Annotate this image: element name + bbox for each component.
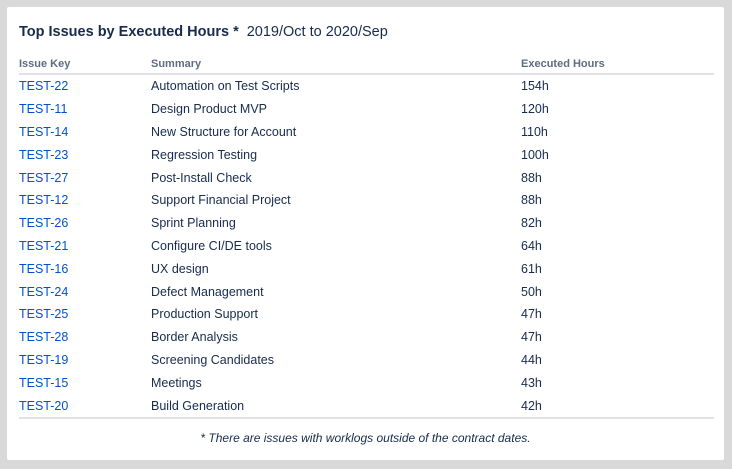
- issue-key-cell: TEST-15: [19, 371, 151, 394]
- issue-key-cell: TEST-12: [19, 189, 151, 212]
- issue-key-link[interactable]: TEST-19: [19, 352, 69, 367]
- executed-hours-cell: 43h: [521, 375, 542, 390]
- summary-cell: Build Generation: [151, 394, 521, 419]
- issue-key-cell: TEST-14: [19, 121, 151, 144]
- summary-cell: Post-Install Check: [151, 170, 252, 185]
- issue-key-link[interactable]: TEST-14: [19, 124, 69, 139]
- summary-cell: Production Support: [151, 307, 259, 322]
- report-title: Top Issues by Executed Hours *: [19, 24, 239, 40]
- summary-cell: Sprint Planning: [151, 216, 236, 231]
- table-row: TEST-28 Border Analysis 47h: [19, 326, 714, 349]
- issue-key-cell: TEST-26: [19, 212, 151, 235]
- issue-key-link[interactable]: TEST-28: [19, 330, 69, 345]
- issue-key-cell: TEST-25: [19, 303, 151, 326]
- issue-key-cell: TEST-20: [19, 394, 151, 419]
- issue-key-link[interactable]: TEST-24: [19, 284, 69, 299]
- issue-key-link[interactable]: TEST-15: [19, 375, 69, 390]
- summary-cell: New Structure for Account: [151, 124, 297, 139]
- issue-key-cell: TEST-16: [19, 257, 151, 280]
- issue-key-link[interactable]: TEST-26: [19, 216, 69, 231]
- summary-cell: Design Product MVP: [151, 102, 268, 117]
- table-row: TEST-26 Sprint Planning 82h: [19, 212, 714, 235]
- table-row: TEST-23 Regression Testing 100h: [19, 143, 714, 166]
- table-header-row: Issue Key Summary Executed Hours: [19, 54, 714, 75]
- executed-hours-cell: 64h: [521, 238, 542, 253]
- issue-key-cell: TEST-28: [19, 326, 151, 349]
- summary-cell: Regression Testing: [151, 147, 258, 162]
- executed-hours-cell: 61h: [521, 261, 542, 276]
- table-row: TEST-21 Configure CI/DE tools 64h: [19, 235, 714, 258]
- table-row: TEST-25 Production Support 47h: [19, 303, 714, 326]
- table-row: TEST-12 Support Financial Project 88h: [19, 189, 714, 212]
- report-title-bar: Top Issues by Executed Hours * 2019/Oct t…: [19, 24, 388, 40]
- executed-hours-cell: 88h: [521, 170, 542, 185]
- issue-key-cell: TEST-21: [19, 235, 151, 258]
- table-row: TEST-20 Build Generation 42h: [19, 394, 714, 419]
- issue-key-cell: TEST-19: [19, 349, 151, 372]
- issue-key-link[interactable]: TEST-11: [19, 102, 68, 117]
- table-row: TEST-11 Design Product MVP 120h: [19, 98, 714, 121]
- summary-cell: Configure CI/DE tools: [151, 238, 272, 253]
- column-header-issue-key[interactable]: Issue Key: [19, 54, 151, 75]
- issue-key-link[interactable]: TEST-21: [19, 238, 69, 253]
- issue-key-link[interactable]: TEST-12: [19, 193, 69, 208]
- table-body: TEST-22 Automation on Test Scripts 154h TES…: [19, 74, 714, 419]
- top-issues-table: Issue Key Summary Executed Hours TEST-22…: [19, 54, 714, 419]
- issue-key-cell: TEST-24: [19, 280, 151, 303]
- footnote: * There are issues with worklogs outside…: [200, 431, 531, 445]
- column-header-executed-hours[interactable]: Executed Hours: [521, 54, 714, 75]
- summary-cell: Screening Candidates: [151, 352, 274, 367]
- column-header-summary[interactable]: Summary: [151, 54, 521, 75]
- issue-key-link[interactable]: TEST-20: [19, 398, 69, 413]
- issue-key-link[interactable]: TEST-27: [19, 170, 69, 185]
- issue-key-link[interactable]: TEST-23: [19, 147, 69, 162]
- summary-cell: Defect Management: [151, 284, 264, 299]
- table-row: TEST-19 Screening Candidates 44h: [19, 349, 714, 372]
- executed-hours-cell: 50h: [521, 284, 542, 299]
- issue-key-link[interactable]: TEST-16: [19, 261, 69, 276]
- issue-key-cell: TEST-11: [19, 98, 151, 121]
- executed-hours-cell: 47h: [521, 330, 542, 345]
- report-period: 2019/Oct to 2020/Sep: [246, 24, 388, 40]
- summary-cell: Automation on Test Scripts: [151, 79, 300, 94]
- summary-cell: Meetings: [151, 375, 202, 390]
- summary-cell: UX design: [151, 261, 209, 276]
- issue-key-cell: TEST-22: [19, 74, 151, 98]
- table-row: TEST-24 Defect Management 50h: [19, 280, 714, 303]
- executed-hours-cell: 44h: [521, 352, 542, 367]
- executed-hours-cell: 110h: [521, 124, 548, 139]
- summary-cell: Border Analysis: [151, 330, 238, 345]
- executed-hours-cell: 100h: [521, 147, 549, 162]
- table-row: TEST-14 New Structure for Account 110h: [19, 121, 714, 144]
- issue-key-link[interactable]: TEST-22: [19, 79, 69, 94]
- executed-hours-cell: 154h: [521, 79, 549, 94]
- executed-hours-cell: 88h: [521, 193, 542, 208]
- issue-key-cell: TEST-27: [19, 166, 151, 189]
- table-row: TEST-22 Automation on Test Scripts 154h: [19, 74, 714, 98]
- summary-cell: Support Financial Project: [151, 193, 291, 208]
- table-row: TEST-16 UX design 61h: [19, 257, 714, 280]
- executed-hours-cell: 120h: [521, 102, 549, 117]
- executed-hours-cell: 47h: [521, 307, 542, 322]
- executed-hours-cell: 82h: [521, 216, 542, 231]
- table-row: TEST-15 Meetings 43h: [19, 371, 714, 394]
- issue-key-link[interactable]: TEST-25: [19, 307, 69, 322]
- table-row: TEST-27 Post-Install Check 88h: [19, 166, 714, 189]
- issue-key-cell: TEST-23: [19, 143, 151, 166]
- report-panel: Top Issues by Executed Hours * 2019/Oct t…: [7, 7, 724, 460]
- executed-hours-cell: 42h: [521, 394, 714, 419]
